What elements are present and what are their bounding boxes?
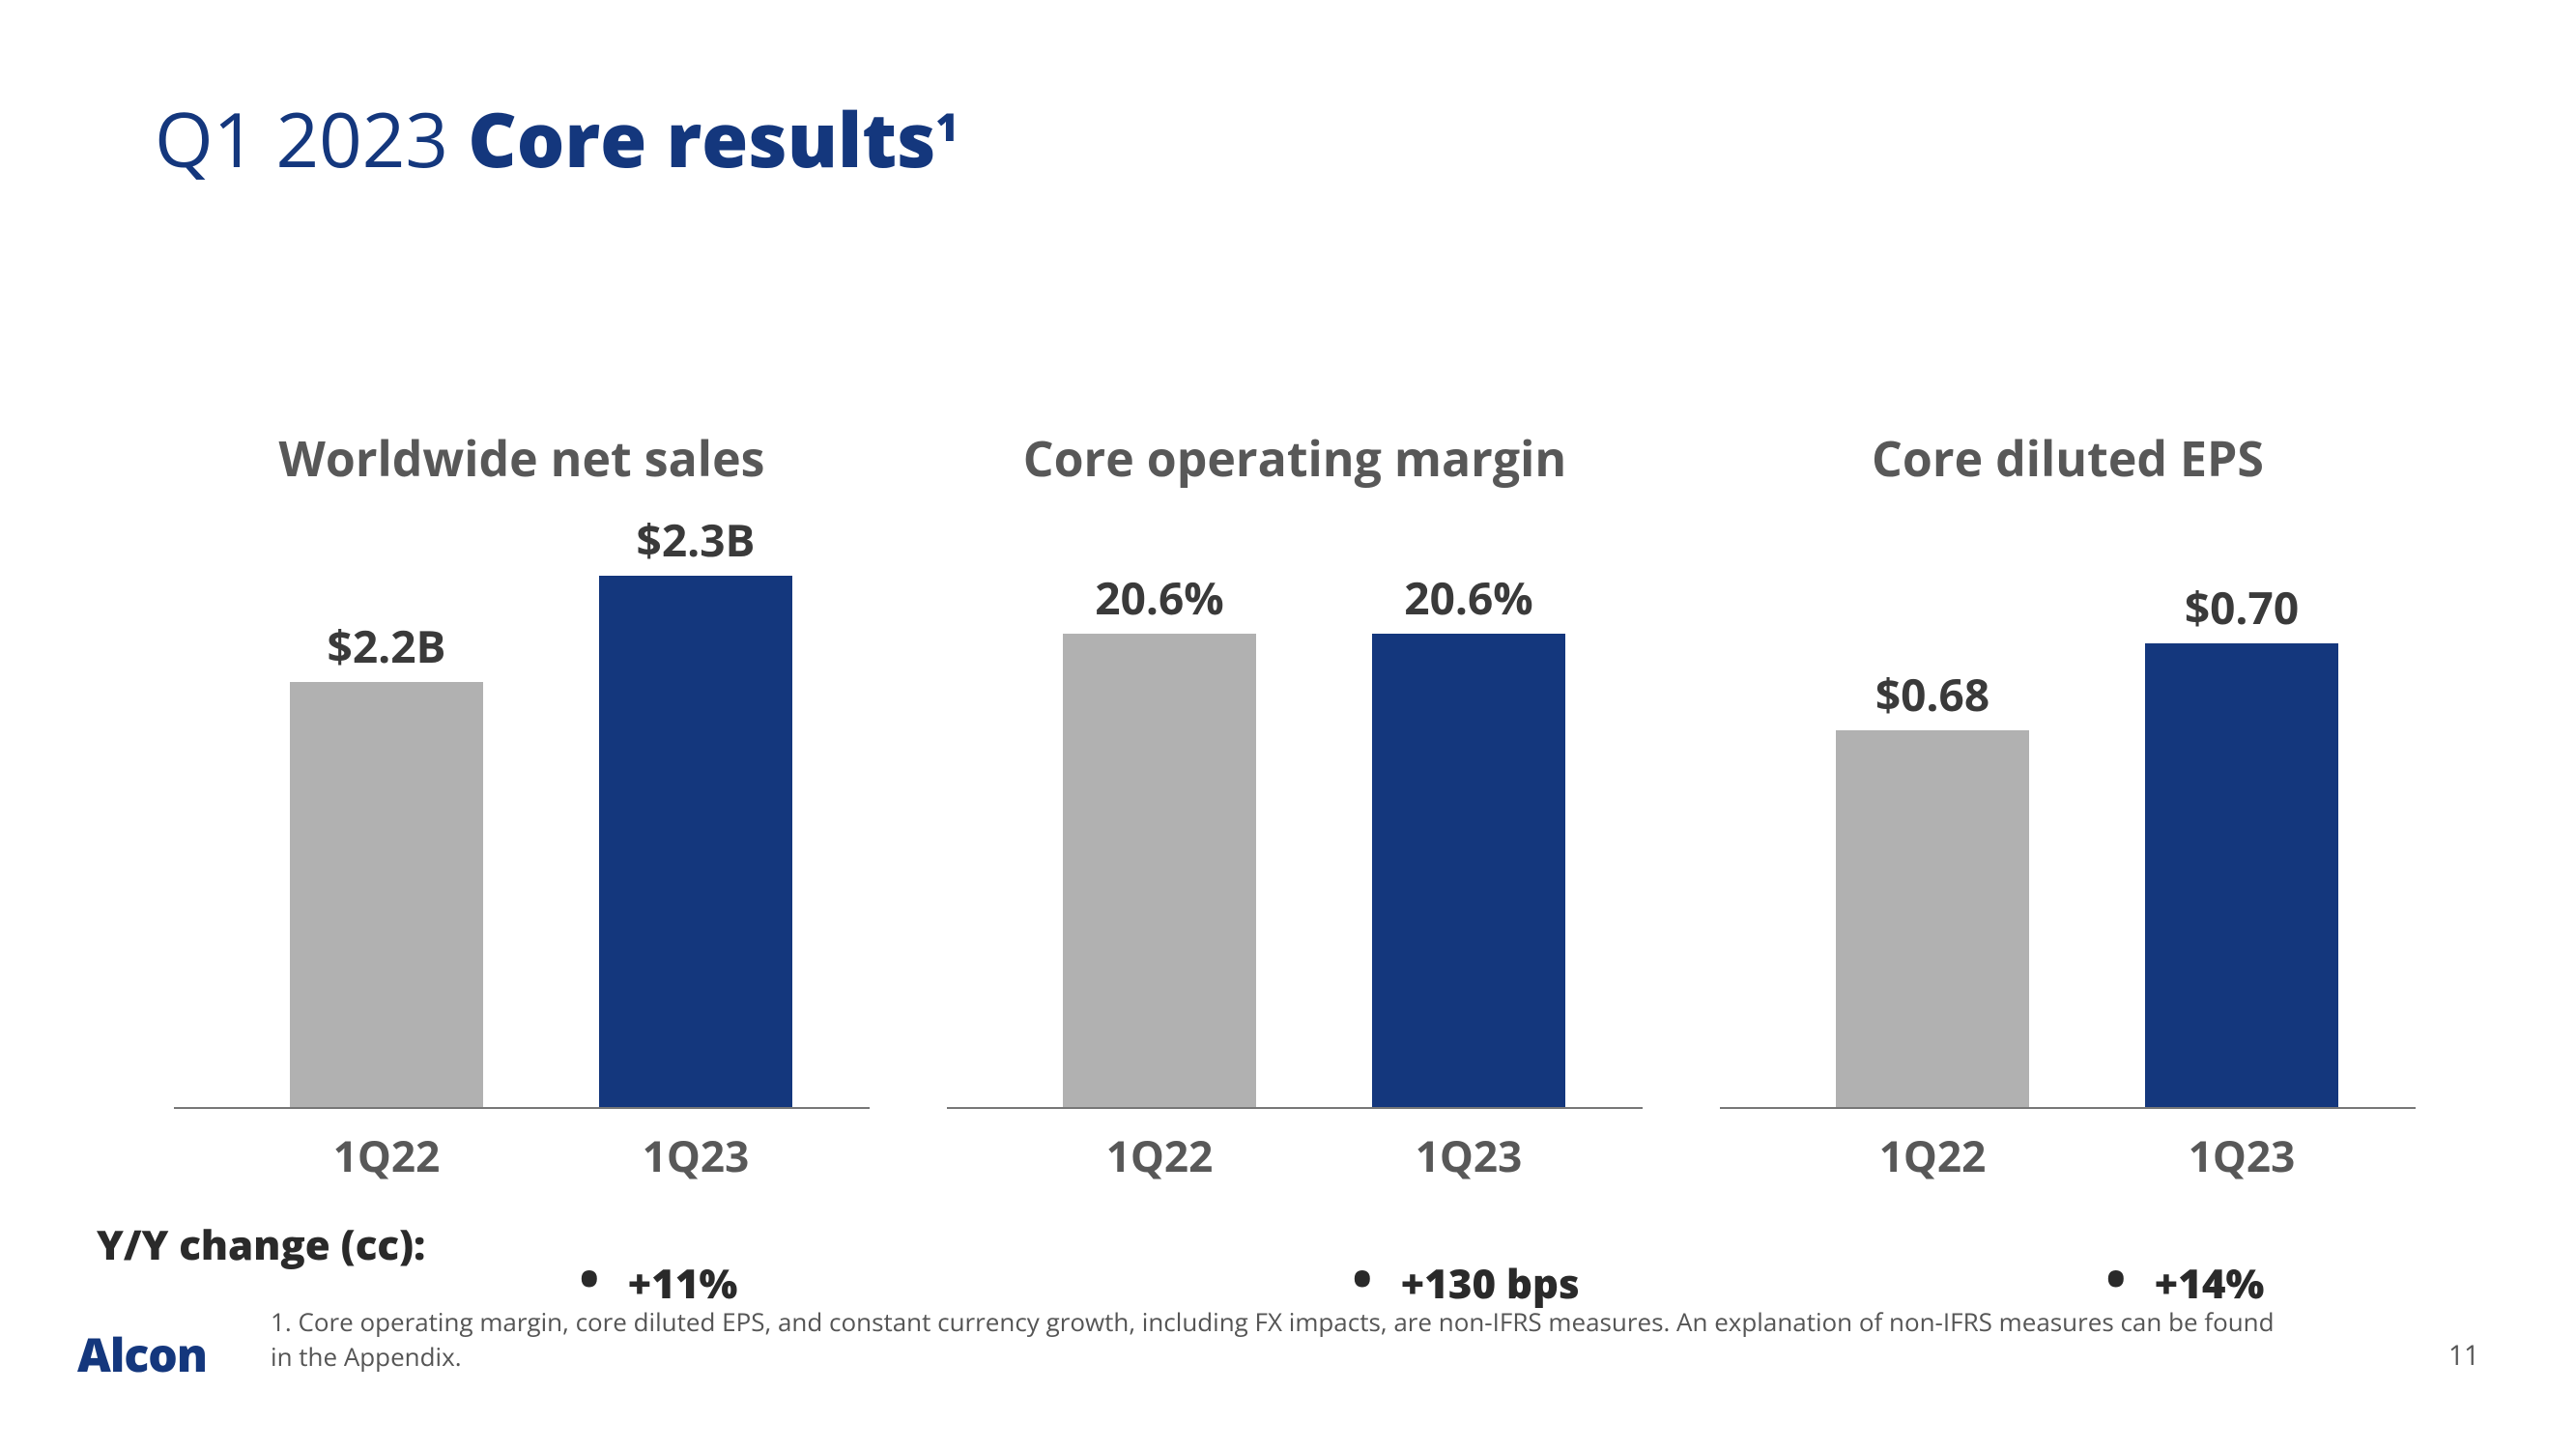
charts-row: Worldwide net sales$2.2B$2.3B1Q221Q23Cor… bbox=[174, 425, 2416, 1184]
bar: 20.6% bbox=[1372, 634, 1565, 1107]
yoy-value: +11% bbox=[580, 1245, 737, 1311]
bar-value-label: 20.6% bbox=[1372, 568, 1565, 628]
axis-label: 1Q22 bbox=[1063, 1126, 1256, 1184]
slide: Q1 2023 Core results1 Worldwide net sale… bbox=[0, 0, 2576, 1449]
chart-plot: 20.6%20.6% bbox=[947, 529, 1643, 1109]
title-prefix: Q1 2023 bbox=[155, 87, 468, 189]
bar: $0.70 bbox=[2145, 643, 2338, 1107]
bar: $0.68 bbox=[1836, 730, 2029, 1107]
page-number: 11 bbox=[2448, 1337, 2479, 1374]
bar-value-label: 20.6% bbox=[1063, 568, 1256, 628]
bar: 20.6% bbox=[1063, 634, 1256, 1107]
axis-label: 1Q23 bbox=[599, 1126, 792, 1184]
bar: $2.3B bbox=[599, 576, 792, 1107]
axis-label: 1Q23 bbox=[2145, 1126, 2338, 1184]
bar-value-label: $0.68 bbox=[1836, 665, 2029, 724]
chart-1: Core operating margin20.6%20.6%1Q221Q23 bbox=[947, 425, 1643, 1184]
bar: $2.2B bbox=[290, 682, 483, 1107]
chart-plot: $0.68 $0.70 bbox=[1720, 529, 2416, 1109]
chart-title: Worldwide net sales bbox=[279, 425, 765, 491]
chart-2: Core diluted EPS $0.68 $0.70 1Q22 1Q23 bbox=[1720, 425, 2416, 1184]
yoy-value: +130 bps bbox=[1353, 1245, 1580, 1311]
chart-0: Worldwide net sales $2.2B $2.3B 1Q22 1Q23 bbox=[174, 425, 870, 1184]
axis-label: 1Q22 bbox=[1836, 1126, 2029, 1184]
chart-title: Core diluted EPS bbox=[1872, 425, 2264, 491]
axis-label: 1Q23 bbox=[1372, 1126, 1565, 1184]
axis-label: 1Q22 bbox=[290, 1126, 483, 1184]
yoy-label: Y/Y change (cc): bbox=[97, 1217, 464, 1272]
chart-plot: $2.2B $2.3B bbox=[174, 529, 870, 1109]
company-logo: Alcon bbox=[77, 1323, 207, 1386]
yoy-row: Y/Y change (cc): +11%+130 bps+14% bbox=[97, 1217, 2416, 1272]
title-superscript: 1 bbox=[935, 99, 958, 153]
axis-labels: 1Q22 1Q23 bbox=[174, 1126, 870, 1184]
bar-value-label: $2.3B bbox=[599, 510, 792, 570]
axis-labels: 1Q22 1Q23 bbox=[1720, 1126, 2416, 1184]
axis-labels: 1Q22 1Q23 bbox=[947, 1126, 1643, 1184]
bar-value-label: $0.70 bbox=[2145, 578, 2338, 638]
bar-value-label: $2.2B bbox=[290, 616, 483, 676]
page-title: Q1 2023 Core results1 bbox=[155, 87, 959, 189]
yoy-value: +14% bbox=[2106, 1245, 2264, 1311]
chart-title: Core operating margin bbox=[1023, 425, 1567, 491]
title-bold: Core results bbox=[468, 87, 935, 189]
footnote: 1. Core operating margin, core diluted E… bbox=[271, 1304, 2300, 1374]
